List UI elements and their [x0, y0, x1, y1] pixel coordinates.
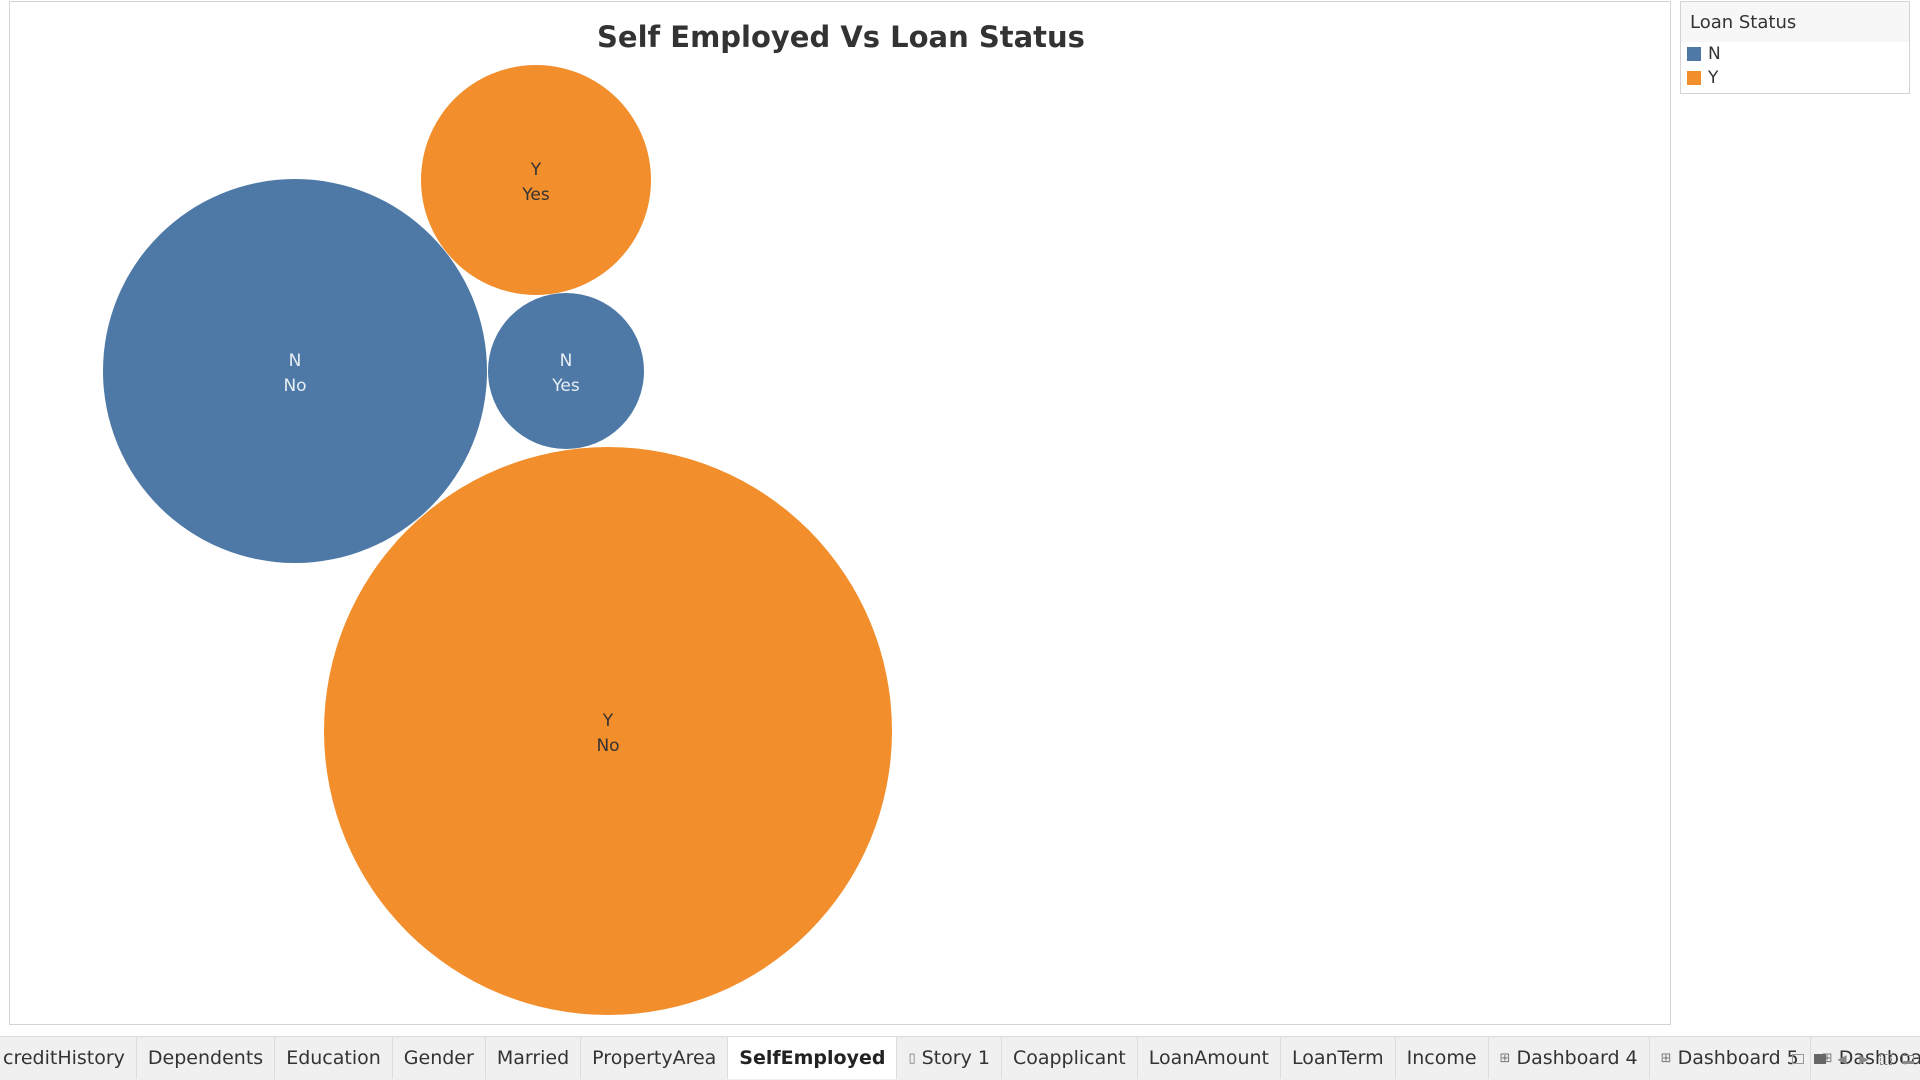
tab-dashboard-5[interactable]: ⊞ Dashboard 5: [1650, 1037, 1811, 1079]
tab-propertyarea[interactable]: PropertyArea: [581, 1037, 729, 1079]
next-sheet-icon[interactable]: ▶: [1859, 1052, 1869, 1066]
story-icon: ▯: [908, 1050, 916, 1066]
tab-story-1[interactable]: ▯ Story 1: [897, 1037, 1002, 1079]
bubble-y-no[interactable]: [324, 447, 892, 1015]
bubble-chart: Y No N No Y Yes N Yes: [103, 65, 892, 1015]
bubble-label-self-employed: Yes: [551, 376, 580, 396]
bubble-label-self-employed: Yes: [521, 185, 550, 205]
legend-item-y[interactable]: Y: [1681, 66, 1909, 90]
sheet-tab-bar: creditHistory Dependents Education Gender Ma…: [0, 1036, 1920, 1080]
dashboard-icon: ⊞: [1499, 1050, 1511, 1066]
legend: Loan Status N Y: [1680, 1, 1910, 94]
tab-label: Dashboard 6: [1838, 1047, 1920, 1069]
presentation-icon[interactable]: [1902, 1053, 1914, 1065]
tab-dashboard-6[interactable]: ⊞ Dashboard 6: [1811, 1037, 1920, 1079]
legend-swatch-y: [1687, 71, 1701, 85]
tab-loanterm[interactable]: LoanTerm: [1281, 1037, 1396, 1079]
tab-label: PropertyArea: [592, 1047, 717, 1069]
tab-label: creditHistory: [3, 1047, 125, 1069]
tab-controls: ◀ ▶: [1792, 1052, 1914, 1066]
tab-label: Income: [1406, 1047, 1477, 1069]
bubble-label-self-employed: No: [596, 736, 619, 756]
tab-selfemployed[interactable]: SelfEmployed: [728, 1037, 898, 1079]
show-sheets-grid-icon[interactable]: [1792, 1053, 1804, 1065]
tab-dependents[interactable]: Dependents: [137, 1037, 276, 1079]
dashboard-icon: ⊞: [1660, 1050, 1672, 1066]
bubble-label-status: N: [289, 351, 302, 371]
bubble-label-self-employed: No: [283, 376, 306, 396]
legend-title: Loan Status: [1681, 2, 1909, 42]
legend-item-n[interactable]: N: [1681, 42, 1909, 66]
bubble-y-yes[interactable]: [421, 65, 651, 295]
legend-swatch-n: [1687, 47, 1701, 61]
tab-education[interactable]: Education: [275, 1037, 393, 1079]
tab-gender[interactable]: Gender: [393, 1037, 486, 1079]
tab-label: Dashboard 4: [1516, 1047, 1638, 1069]
fullscreen-icon[interactable]: [1880, 1053, 1892, 1065]
tab-loanamount[interactable]: LoanAmount: [1138, 1037, 1281, 1079]
tab-income[interactable]: Income: [1396, 1037, 1489, 1079]
tab-coapplicant[interactable]: Coapplicant: [1002, 1037, 1138, 1079]
visualization-pane: Self Employed Vs Loan Status Y No N No Y Yes N…: [9, 1, 1671, 1025]
tab-credithistory[interactable]: creditHistory: [0, 1037, 137, 1079]
tab-label: LoanAmount: [1148, 1047, 1269, 1069]
dashboard-icon: ⊞: [1821, 1050, 1833, 1066]
bubble-label-status: Y: [530, 160, 542, 180]
sheet-tabs: creditHistory Dependents Education Gender Ma…: [0, 1037, 1920, 1080]
bubble-n-yes[interactable]: [488, 293, 644, 449]
tab-label: Dashboard 5: [1677, 1047, 1799, 1069]
tab-label: Dependents: [147, 1047, 264, 1069]
tab-label: Gender: [403, 1047, 474, 1069]
bubble-label-status: Y: [602, 711, 614, 731]
chart-title: Self Employed Vs Loan Status: [597, 20, 1085, 54]
legend-label-n: N: [1708, 44, 1721, 64]
tab-dashboard-4[interactable]: ⊞ Dashboard 4: [1489, 1037, 1650, 1079]
tab-label: Coapplicant: [1012, 1047, 1126, 1069]
tab-label: SelfEmployed: [739, 1047, 886, 1069]
bubble-label-status: N: [560, 351, 573, 371]
bubble-n-no[interactable]: [103, 179, 487, 563]
tab-label: Education: [286, 1047, 381, 1069]
tab-label: Story 1: [921, 1047, 990, 1069]
filmstrip-icon[interactable]: [1814, 1053, 1826, 1065]
previous-sheet-icon[interactable]: ◀: [1837, 1052, 1847, 1066]
tab-label: LoanTerm: [1291, 1047, 1384, 1069]
tab-married[interactable]: Married: [486, 1037, 582, 1079]
legend-label-y: Y: [1708, 68, 1719, 88]
tab-label: Married: [496, 1047, 570, 1069]
